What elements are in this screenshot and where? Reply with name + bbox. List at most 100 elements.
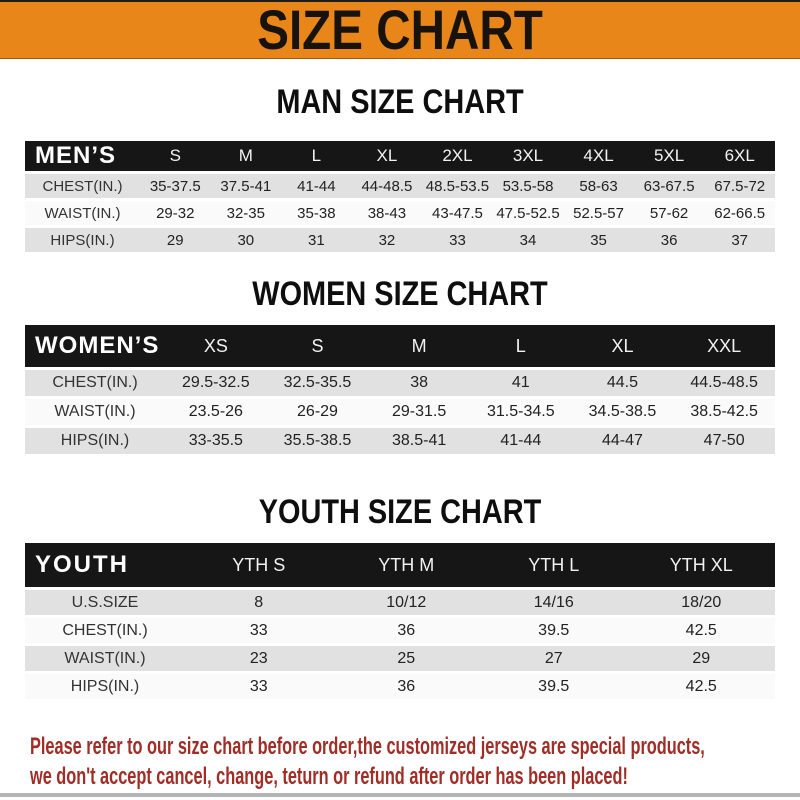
measurement-value: 23 [185,646,333,671]
measurement-value: 29.5-32.5 [165,370,267,396]
size-column-header: 2XL [422,141,493,171]
measurement-value: 48.5-53.5 [422,174,493,198]
measurement-value: 62-66.5 [704,201,775,225]
size-column-header: M [368,325,470,367]
measurement-row: CHEST(IN.) 33 36 39.5 42.5 [25,618,775,643]
measurement-value: 63-67.5 [633,174,705,198]
measurement-value: 26-29 [266,399,369,425]
size-column-header: YTH L [480,543,628,587]
size-column-header: 6XL [704,141,775,171]
measurement-value: 42.5 [627,618,775,643]
table-header-row: YOUTH YTH S YTH M YTH L YTH XL [25,543,775,587]
measurement-value: 33-35.5 [165,428,267,454]
measurement-value: 8 [185,590,333,615]
women-section-heading: WOMEN SIZE CHART [252,275,548,313]
size-column-header: XL [571,325,674,367]
measurement-value: 36 [332,618,480,643]
measurement-value: 29 [627,646,775,671]
women-size-chart-section: WOMEN SIZE CHART WOMEN’S XS S M L XL XXL CHEST(… [0,275,800,457]
measurement-value: 35-37.5 [140,174,211,198]
size-column-header: S [266,325,369,367]
measurement-value: 44-47 [571,428,674,454]
size-column-header: 3XL [492,141,564,171]
measurement-value: 38 [368,370,470,396]
measurement-value: 57-62 [633,201,705,225]
measurement-value: 35.5-38.5 [266,428,369,454]
measurement-row: HIPS(IN.) 33 36 39.5 42.5 [25,674,775,699]
measurement-value: 41-44 [469,428,572,454]
table-title-cell: MEN’S [25,141,140,171]
measurement-label: HIPS(IN.) [25,428,165,454]
youth-section-heading: YOUTH SIZE CHART [258,493,542,531]
measurement-label: U.S.SIZE [25,590,185,615]
footer-line-1: Please refer to our size chart before or… [30,733,705,760]
measurement-value: 38-43 [351,201,423,225]
measurement-value: 31 [281,228,352,252]
measurement-label: WAIST(IN.) [25,201,140,225]
table-header-row: WOMEN’S XS S M L XL XXL [25,325,775,367]
measurement-value: 39.5 [480,674,628,699]
measurement-value: 34 [492,228,564,252]
measurement-value: 47-50 [673,428,775,454]
measurement-row: CHEST(IN.) 35-37.5 37.5-41 41-44 44-48.5 48.5… [25,174,775,198]
measurement-value: 36 [633,228,705,252]
table-header-row: MEN’S S M L XL 2XL 3XL 4XL 5XL 6XL [25,141,775,171]
measurement-value: 14/16 [480,590,628,615]
banner: SIZE CHART [0,0,800,59]
size-column-header: S [140,141,211,171]
measurement-value: 44.5-48.5 [673,370,775,396]
measurement-value: 33 [185,618,333,643]
size-column-header: YTH M [332,543,480,587]
measurement-value: 37.5-41 [210,174,282,198]
size-column-header: 4XL [563,141,634,171]
measurement-label: WAIST(IN.) [25,646,185,671]
measurement-value: 32-35 [210,201,282,225]
size-column-header: L [281,141,352,171]
footer-line-2: we don't accept cancel, change, teturn o… [30,763,628,790]
youth-size-chart-section: YOUTH SIZE CHART YOUTH YTH S YTH M YTH L YTH… [0,493,800,702]
measurement-row: WAIST(IN.) 23.5-26 26-29 29-31.5 31.5-34.5 34… [25,399,775,425]
measurement-value: 32 [351,228,423,252]
measurement-value: 67.5-72 [704,174,775,198]
banner-title: SIZE CHART [257,0,543,61]
men-size-table: MEN’S S M L XL 2XL 3XL 4XL 5XL 6XL CHEST(IN.) 35-37… [25,138,775,255]
size-column-header: XL [351,141,423,171]
measurement-label: CHEST(IN.) [25,618,185,643]
measurement-value: 31.5-34.5 [469,399,572,425]
table-title-cell: YOUTH [25,543,185,587]
size-column-header: YTH XL [627,543,775,587]
measurement-value: 38.5-41 [368,428,470,454]
size-column-header: XS [165,325,267,367]
measurement-value: 25 [332,646,480,671]
size-column-header: XXL [673,325,775,367]
measurement-value: 29 [140,228,211,252]
measurement-row: WAIST(IN.) 23 25 27 29 [25,646,775,671]
table-title-cell: WOMEN’S [25,325,165,367]
footer-note: Please refer to our size chart before or… [30,732,800,792]
measurement-value: 41-44 [281,174,352,198]
measurement-value: 47.5-52.5 [492,201,564,225]
measurement-row: HIPS(IN.) 33-35.5 35.5-38.5 38.5-41 41-44 44-… [25,428,775,454]
measurement-value: 39.5 [480,618,628,643]
youth-size-table: YOUTH YTH S YTH M YTH L YTH XL U.S.SIZE 8 10/12… [25,540,775,702]
measurement-value: 30 [210,228,282,252]
measurement-value: 33 [185,674,333,699]
measurement-value: 53.5-58 [492,174,564,198]
measurement-value: 38.5-42.5 [673,399,775,425]
measurement-label: WAIST(IN.) [25,399,165,425]
measurement-value: 58-63 [563,174,634,198]
man-size-chart-section: MAN SIZE CHART MEN’S S M L XL 2XL 3XL 4XL 5XL 6XL… [0,83,800,255]
measurement-value: 32.5-35.5 [266,370,369,396]
measurement-value: 34.5-38.5 [571,399,674,425]
measurement-label: HIPS(IN.) [25,228,140,252]
measurement-value: 37 [704,228,775,252]
measurement-value: 23.5-26 [165,399,267,425]
measurement-label: HIPS(IN.) [25,674,185,699]
measurement-value: 33 [422,228,493,252]
measurement-row: U.S.SIZE 8 10/12 14/16 18/20 [25,590,775,615]
measurement-value: 35-38 [281,201,352,225]
measurement-value: 10/12 [332,590,480,615]
measurement-value: 35 [563,228,634,252]
bottom-divider [0,793,800,797]
